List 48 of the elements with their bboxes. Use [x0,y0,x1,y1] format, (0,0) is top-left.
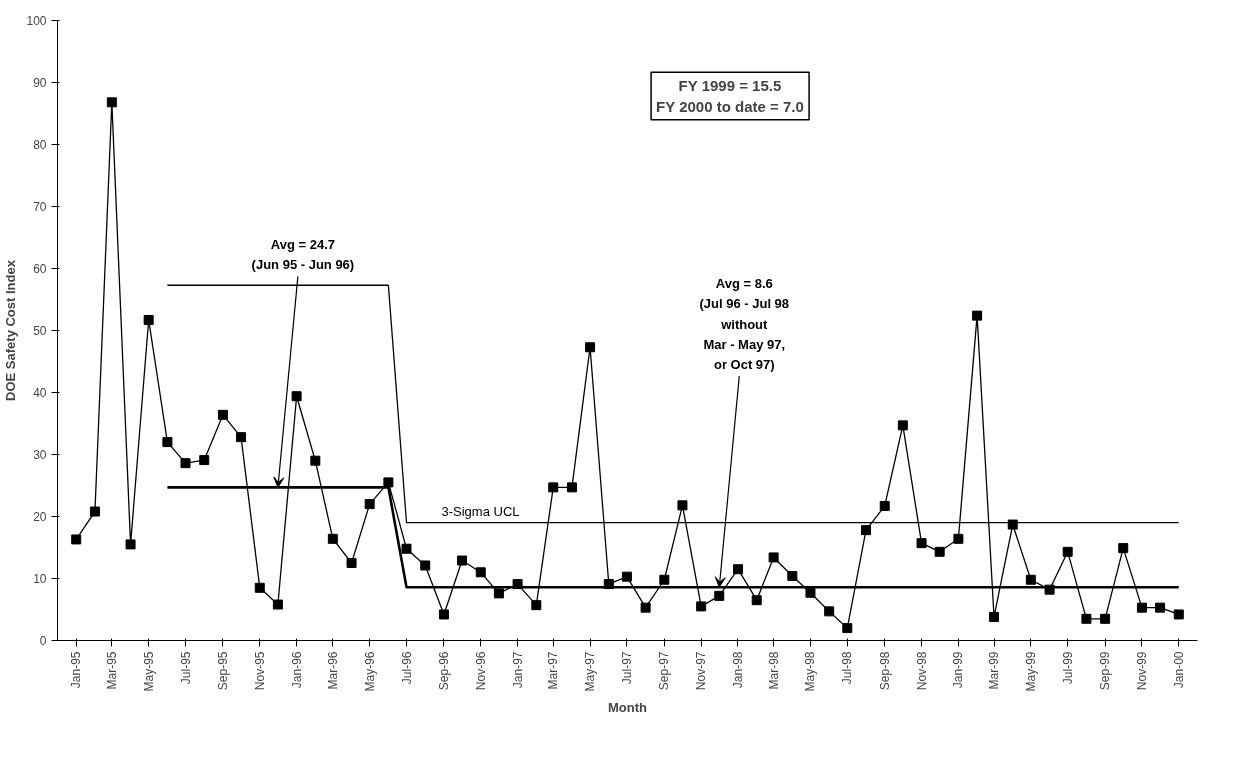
x-tick-label: Jul-96 [399,651,414,685]
y-tick-label: 100 [26,14,47,28]
y-tick-label: 20 [33,510,47,524]
x-tick-label: May-97 [583,651,598,692]
x-tick-label: Sep-98 [877,651,892,691]
x-tick-label: Mar-96 [325,651,340,690]
x-tick-label: Jan-00 [1171,651,1186,689]
y-tick-label: 90 [33,76,47,90]
y-tick-label: 10 [33,572,47,586]
x-tick-label: Nov-96 [473,651,488,691]
x-tick-label: Sep-96 [436,651,451,691]
x-tick-label: May-99 [1023,651,1038,692]
x-tick-label: Nov-98 [914,651,929,691]
x-tick-label: Mar-98 [766,651,781,690]
x-tick-label: May-98 [803,651,818,692]
x-tick-label: Sep-95 [215,651,230,691]
x-tick-label: May-95 [141,651,156,692]
x-axis-title: Month [608,699,648,715]
x-tick-label: Nov-95 [252,651,267,691]
x-tick-label: Nov-99 [1134,651,1149,691]
x-tick-label: Mar-95 [104,651,119,690]
y-tick-label: 70 [33,200,47,214]
y-tick-label: 60 [33,262,47,276]
y-tick-label: 0 [39,634,47,648]
series-label: 3-Sigma UCL [441,503,520,519]
annotation: Avg = 8.6 (Jul 96 - Jul 98 without Mar - May 97, or Oct 97) [699,276,790,373]
y-tick-label: 80 [33,138,47,152]
x-tick-label: Jul-95 [178,651,193,685]
x-tick-label: Sep-97 [657,651,672,691]
x-tick-label: Mar-97 [546,651,561,690]
annotation: Avg = 24.7 (Jun 95 - Jun 96) [251,237,355,273]
y-tick-label: 40 [33,386,47,400]
x-tick-label: Jul-98 [840,651,855,685]
x-tick-label: May-96 [362,651,377,692]
annotation: FY 1999 = 15.5 FY 2000 to date = 7.0 [656,77,804,115]
y-axis-title: DOE Safety Cost Index [3,259,19,401]
x-tick-label: Jan-96 [289,651,304,689]
y-tick-label: 50 [33,324,47,338]
x-tick-label: Jul-99 [1060,651,1075,685]
x-tick-label: Nov-97 [694,651,709,691]
y-tick-label: 30 [33,448,47,462]
x-tick-label: Jan-97 [510,651,525,689]
x-tick-label: Sep-99 [1098,651,1113,691]
x-tick-label: Jan-95 [69,651,84,689]
x-tick-label: Mar-99 [987,651,1002,690]
x-tick-label: Jul-97 [619,651,634,685]
x-tick-label: Jan-98 [731,651,745,689]
x-tick-label: Jan-99 [951,651,966,689]
